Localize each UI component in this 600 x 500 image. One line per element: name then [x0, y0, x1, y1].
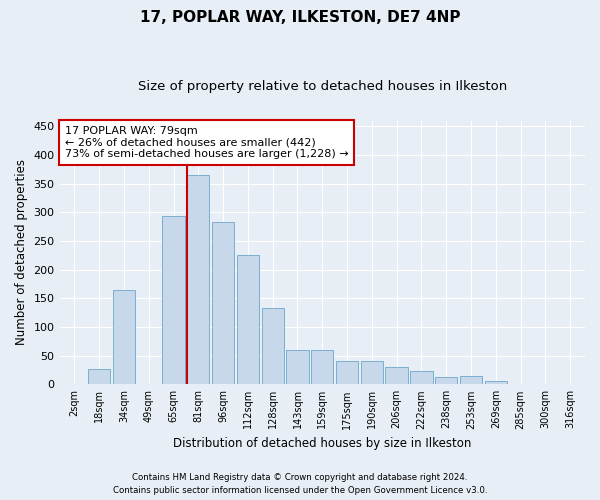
- Bar: [336, 361, 358, 384]
- Bar: [410, 370, 433, 384]
- Y-axis label: Number of detached properties: Number of detached properties: [15, 160, 28, 346]
- Bar: [435, 378, 457, 384]
- Bar: [262, 308, 284, 384]
- Bar: [385, 367, 408, 384]
- Bar: [163, 216, 185, 384]
- Text: 17 POPLAR WAY: 79sqm
← 26% of detached houses are smaller (442)
73% of semi-deta: 17 POPLAR WAY: 79sqm ← 26% of detached h…: [65, 126, 349, 159]
- Bar: [485, 382, 507, 384]
- Bar: [88, 369, 110, 384]
- Bar: [460, 376, 482, 384]
- Bar: [237, 256, 259, 384]
- X-axis label: Distribution of detached houses by size in Ilkeston: Distribution of detached houses by size …: [173, 437, 472, 450]
- Title: Size of property relative to detached houses in Ilkeston: Size of property relative to detached ho…: [137, 80, 507, 93]
- Text: Contains HM Land Registry data © Crown copyright and database right 2024.
Contai: Contains HM Land Registry data © Crown c…: [113, 474, 487, 495]
- Bar: [361, 361, 383, 384]
- Bar: [113, 290, 135, 384]
- Bar: [187, 175, 209, 384]
- Bar: [286, 350, 308, 384]
- Bar: [311, 350, 334, 384]
- Text: 17, POPLAR WAY, ILKESTON, DE7 4NP: 17, POPLAR WAY, ILKESTON, DE7 4NP: [140, 10, 460, 25]
- Bar: [212, 222, 234, 384]
